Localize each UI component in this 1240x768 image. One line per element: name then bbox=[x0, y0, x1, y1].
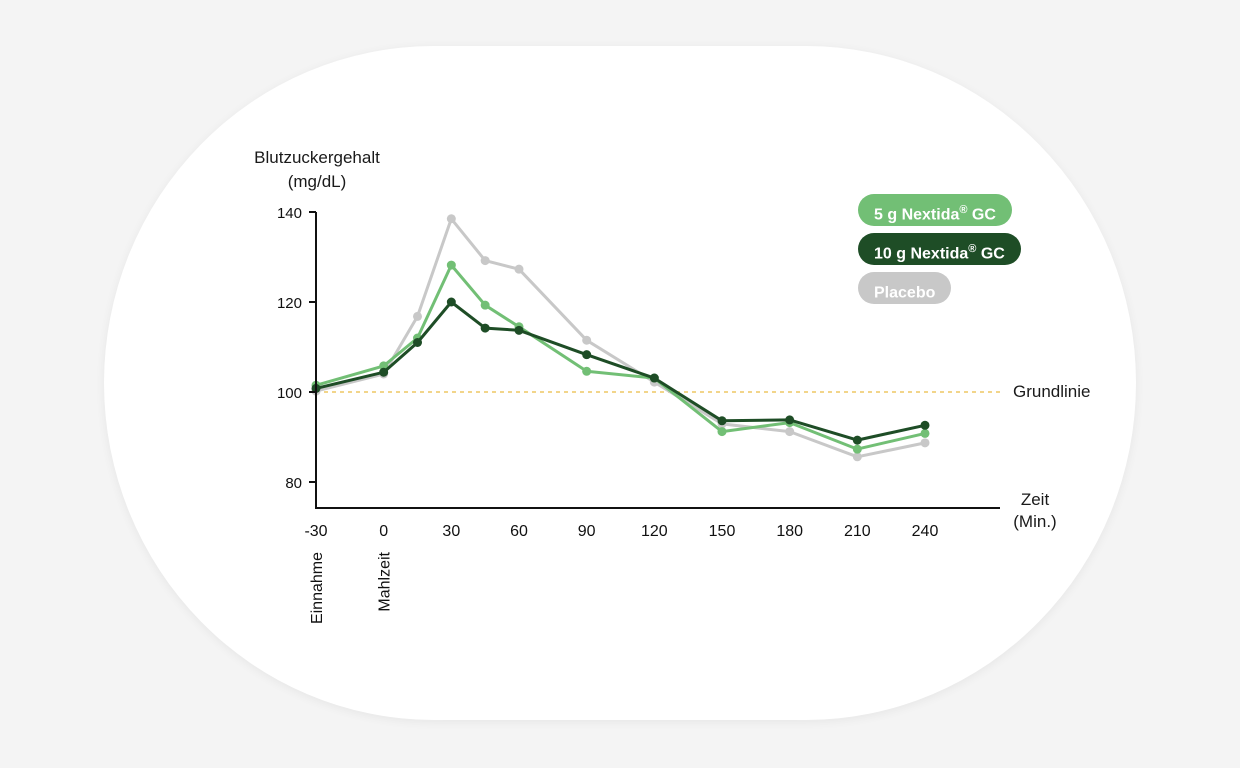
series-10g bbox=[311, 297, 930, 445]
baseline-label: Grundlinie bbox=[1013, 382, 1091, 401]
series-10g-point bbox=[582, 350, 592, 360]
series-5g-point bbox=[480, 300, 490, 310]
series-placebo-point bbox=[514, 264, 524, 274]
x-axis-title-line2: (Min.) bbox=[1013, 512, 1057, 531]
x-annotation-mahlzeit: Mahlzeit bbox=[377, 551, 394, 611]
series-5g-point bbox=[446, 260, 456, 270]
legend-suffix-5g: GC bbox=[967, 206, 996, 224]
series-5g-point bbox=[717, 427, 727, 437]
series-placebo-point bbox=[413, 311, 422, 321]
legend-suffix-10g: GC bbox=[976, 245, 1005, 263]
x-tick-label-0: 0 bbox=[379, 523, 388, 540]
x-axis-title-line1: Zeit bbox=[1020, 490, 1050, 509]
legend-item-5g: 5 g Nextida® GC bbox=[858, 194, 1012, 226]
x-tick-label-120: 120 bbox=[641, 523, 668, 540]
x-tick-label-240: 240 bbox=[912, 523, 939, 540]
series-10g-point bbox=[413, 338, 422, 347]
series-placebo bbox=[311, 214, 930, 462]
series-5g-point bbox=[582, 366, 592, 376]
series-10g-line bbox=[315, 300, 926, 442]
y-axis-title: Blutzuckergehalt (mg/dL) bbox=[232, 146, 402, 194]
x-tick-label-180: 180 bbox=[776, 523, 803, 540]
series-5g bbox=[311, 260, 930, 454]
series-10g-point bbox=[514, 325, 524, 335]
legend-label-5g: 5 g Nextida bbox=[874, 206, 960, 224]
legend-registered-10g: ® bbox=[968, 243, 977, 255]
series-placebo-line bbox=[315, 217, 926, 459]
legend-label-10g: 10 g Nextida bbox=[874, 245, 969, 263]
x-annotation-einnahme: Einnahme bbox=[309, 552, 326, 624]
series-10g-point bbox=[446, 297, 456, 307]
series-placebo-point bbox=[480, 256, 490, 266]
y-axis-title-line1: Blutzuckergehalt bbox=[254, 148, 380, 167]
chart-card bbox=[104, 46, 1136, 720]
series-10g-point bbox=[649, 373, 659, 383]
series-placebo-point bbox=[446, 214, 456, 224]
x-tick-label--30: -30 bbox=[304, 523, 327, 540]
x-tick-label-30: 30 bbox=[442, 523, 460, 540]
series-10g-point bbox=[717, 416, 727, 426]
series-10g-point bbox=[920, 420, 930, 430]
series-placebo-point bbox=[785, 427, 795, 437]
series-5g-line bbox=[315, 263, 926, 451]
series-10g-point bbox=[379, 367, 389, 377]
x-tick-label-150: 150 bbox=[709, 523, 736, 540]
y-axis-title-line2: (mg/dL) bbox=[287, 172, 347, 191]
series-5g-point bbox=[920, 428, 930, 438]
legend-label-placebo: Placebo bbox=[874, 284, 936, 302]
y-tick-label-100: 100 bbox=[277, 385, 302, 402]
x-tick-label-60: 60 bbox=[510, 523, 528, 540]
series-10g-point bbox=[852, 435, 862, 445]
x-tick-label-90: 90 bbox=[578, 523, 596, 540]
y-tick-label-80: 80 bbox=[285, 475, 302, 492]
series-10g-point bbox=[785, 415, 795, 425]
series-placebo-point bbox=[852, 452, 862, 462]
legend-registered-5g: ® bbox=[959, 204, 968, 216]
y-tick-label-140: 140 bbox=[277, 205, 302, 222]
series-placebo-point bbox=[920, 438, 930, 448]
legend-item-placebo: Placebo bbox=[858, 272, 952, 304]
series-placebo-point bbox=[582, 335, 592, 345]
series-5g-point bbox=[379, 361, 389, 371]
series-10g-point bbox=[480, 323, 490, 333]
x-tick-label-210: 210 bbox=[844, 523, 871, 540]
legend-item-10g: 10 g Nextida® GC bbox=[858, 233, 1021, 265]
y-tick-label-120: 120 bbox=[277, 295, 302, 312]
x-axis-title: Zeit (Min.) bbox=[1000, 489, 1070, 533]
series-5g-point bbox=[852, 444, 862, 454]
